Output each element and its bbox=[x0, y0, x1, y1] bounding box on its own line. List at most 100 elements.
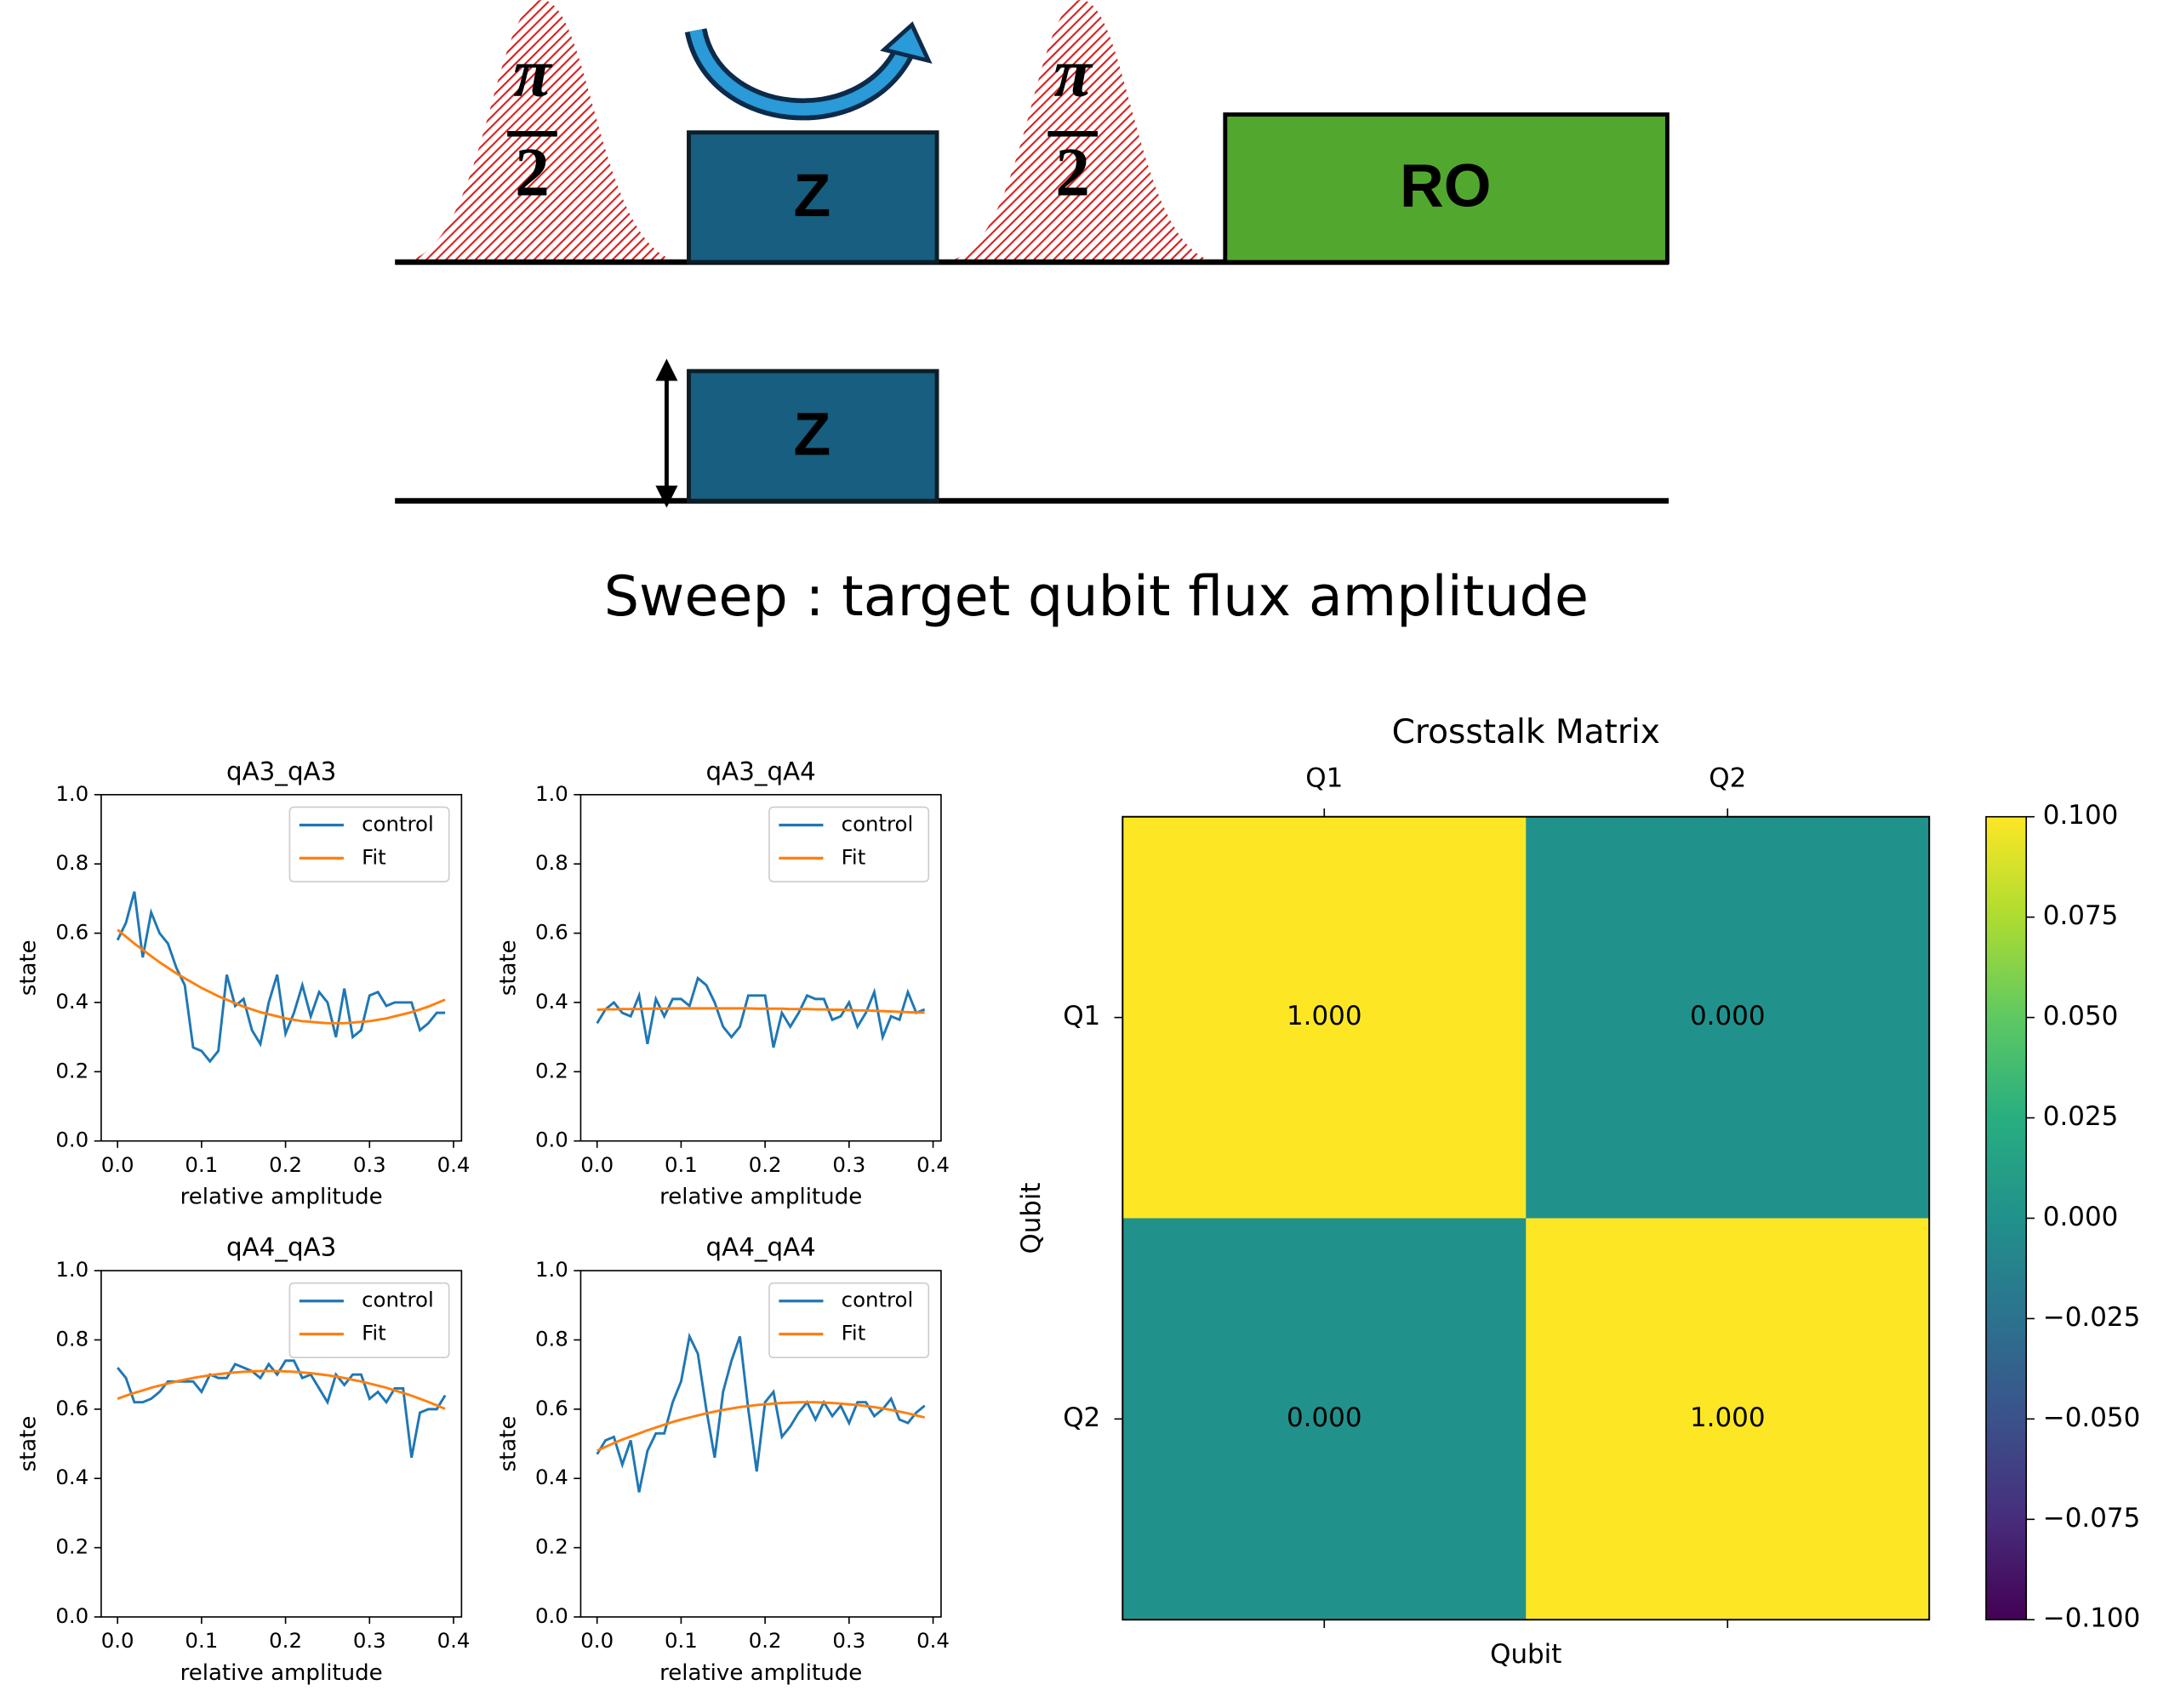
y-tick-label: 1.0 bbox=[55, 1257, 88, 1282]
x-tick-label: 0.2 bbox=[269, 1628, 302, 1653]
y-tick-label: 0.6 bbox=[535, 1396, 568, 1420]
legend-label: control bbox=[842, 811, 914, 836]
y-axis-label: state bbox=[495, 940, 521, 996]
legend-label: Fit bbox=[362, 1321, 386, 1345]
z-pulse bbox=[687, 130, 939, 265]
x-tick-label: Q1 bbox=[1305, 763, 1343, 794]
y-axis-label: state bbox=[16, 940, 42, 996]
y-tick-label: 0.0 bbox=[535, 1128, 568, 1152]
x-tick-label: 0.1 bbox=[665, 1152, 698, 1177]
pulse-diagram: π 2 π 2 Z RO Z Sweep : target qubit flux… bbox=[395, 0, 1670, 629]
subplot: 0.0 0.1 0.2 0.3 0.4 0.0 0.2 0.4 0.6 0.8 1.0 qA4_qA4… bbox=[495, 1233, 950, 1686]
colorbar bbox=[1985, 815, 2028, 1621]
subplot-title: qA3_qA3 bbox=[226, 757, 336, 785]
y-tick-label: 0.2 bbox=[55, 1534, 88, 1559]
x-tick-label: 0.4 bbox=[437, 1628, 471, 1653]
x-axis-label: relative amplitude bbox=[180, 1660, 383, 1686]
subplot-title: qA3_qA4 bbox=[706, 757, 816, 785]
z-label: Z bbox=[794, 162, 831, 230]
x-tick-label: 0.4 bbox=[916, 1628, 950, 1653]
subplot-title: qA4_qA3 bbox=[226, 1233, 336, 1262]
cell-label: 0.000 bbox=[1690, 1001, 1766, 1031]
cell-label: 1.000 bbox=[1690, 1402, 1766, 1433]
x-tick-label: 0.3 bbox=[353, 1628, 386, 1653]
series-line bbox=[116, 891, 446, 1064]
legend-label: control bbox=[362, 811, 434, 836]
x-tick-label: 0.2 bbox=[749, 1628, 782, 1653]
x-tick-label: 0.4 bbox=[916, 1152, 950, 1177]
x-tick-label: 0.0 bbox=[580, 1628, 614, 1653]
legend-label: Fit bbox=[362, 844, 386, 869]
x-tick-label: 0.2 bbox=[269, 1152, 302, 1177]
y-tick-label: 0.0 bbox=[535, 1603, 568, 1628]
legend-label: control bbox=[362, 1288, 434, 1312]
y-axis-label: state bbox=[16, 1416, 42, 1472]
legend-label: Fit bbox=[842, 1321, 866, 1345]
colorbar-tick-label: 0.025 bbox=[2043, 1101, 2119, 1132]
z-pulse bbox=[687, 368, 939, 503]
y-tick-label: 0.8 bbox=[535, 1327, 568, 1351]
x-tick-label: 0.2 bbox=[749, 1152, 782, 1177]
y-axis-label: state bbox=[495, 1416, 521, 1472]
colorbar-tick-label: 0.050 bbox=[2043, 1001, 2119, 1031]
heatmap-cell bbox=[1526, 1218, 1931, 1621]
y-axis-label: Qubit bbox=[1016, 1183, 1047, 1254]
y-tick-label: 0.2 bbox=[55, 1058, 88, 1082]
x-tick-label: 0.0 bbox=[580, 1152, 614, 1177]
colorbar-tick-label: −0.100 bbox=[2043, 1603, 2140, 1634]
amplitude-arrowhead bbox=[655, 485, 678, 508]
x-axis-label: Qubit bbox=[1490, 1639, 1561, 1670]
cell-label: 0.000 bbox=[1287, 1402, 1362, 1433]
y-tick-label: Q1 bbox=[1063, 1001, 1100, 1031]
series-line bbox=[117, 1359, 447, 1459]
x-tick-label: 0.3 bbox=[832, 1152, 865, 1177]
pulse-denominator: 2 bbox=[515, 134, 550, 211]
heatmap-cell bbox=[1122, 816, 1527, 1220]
axes-frame bbox=[100, 793, 463, 1142]
subplot: 0.0 0.1 0.2 0.3 0.4 0.0 0.2 0.4 0.6 0.8 1.0 qA4_qA3… bbox=[16, 1233, 471, 1686]
colorbar-tick-label: 0.100 bbox=[2043, 800, 2119, 831]
z-label: Z bbox=[794, 401, 831, 469]
swap-arrow bbox=[689, 29, 910, 116]
y-tick-label: 1.0 bbox=[535, 1257, 568, 1282]
x-tick-label: Q2 bbox=[1709, 763, 1746, 794]
legend-label: control bbox=[842, 1288, 914, 1312]
colorbar-tick-label: −0.025 bbox=[2043, 1302, 2140, 1333]
x-axis-label: relative amplitude bbox=[659, 1660, 862, 1686]
colorbar-tick-label: 0.075 bbox=[2043, 900, 2119, 931]
series-line bbox=[117, 1369, 446, 1410]
x-axis-label: relative amplitude bbox=[180, 1185, 383, 1210]
y-tick-label: 0.8 bbox=[55, 850, 88, 875]
y-tick-label: 0.6 bbox=[535, 920, 568, 945]
legend-label: Fit bbox=[842, 844, 866, 869]
pulse-numerator: π bbox=[1053, 35, 1093, 111]
axes-frame bbox=[579, 793, 942, 1142]
axes-frame bbox=[1122, 815, 1931, 1621]
series-line bbox=[596, 1401, 926, 1453]
x-tick-label: 0.4 bbox=[437, 1152, 471, 1177]
swap-arrowhead bbox=[880, 21, 933, 64]
x-tick-label: 0.1 bbox=[185, 1628, 218, 1653]
colorbar-tick-label: 0.000 bbox=[2043, 1202, 2119, 1232]
y-tick-label: 0.0 bbox=[55, 1603, 88, 1628]
y-tick-label: 1.0 bbox=[535, 781, 568, 806]
heatmap-cell bbox=[1526, 816, 1931, 1220]
x-axis-label: relative amplitude bbox=[659, 1185, 862, 1210]
pulse-numerator: π bbox=[513, 35, 553, 111]
y-tick-label: 0.4 bbox=[55, 1465, 88, 1489]
y-tick-label: 1.0 bbox=[55, 781, 88, 806]
x-tick-label: 0.1 bbox=[665, 1628, 698, 1653]
heatmap: 1.000 0.000 0.000 1.000 Q1 Q2 Q1 Q2 Crosstalk Ma… bbox=[1016, 713, 2140, 1670]
axes-frame bbox=[100, 1270, 463, 1618]
axes-frame bbox=[579, 1270, 942, 1618]
x-tick-label: 0.0 bbox=[101, 1152, 134, 1177]
ro-label: RO bbox=[1400, 152, 1491, 220]
y-tick-label: Q2 bbox=[1063, 1402, 1100, 1433]
subplot: 0.0 0.1 0.2 0.3 0.4 0.0 0.2 0.4 0.6 0.8 1.0 qA3_qA4… bbox=[495, 757, 950, 1209]
cell-label: 1.000 bbox=[1287, 1001, 1362, 1031]
x-tick-label: 0.3 bbox=[353, 1152, 386, 1177]
caption: Sweep : target qubit flux amplitude bbox=[604, 565, 1589, 629]
series-line bbox=[117, 928, 446, 1025]
subplot: 0.0 0.1 0.2 0.3 0.4 0.0 0.2 0.4 0.6 0.8 1.0 qA3_qA3… bbox=[16, 757, 471, 1209]
